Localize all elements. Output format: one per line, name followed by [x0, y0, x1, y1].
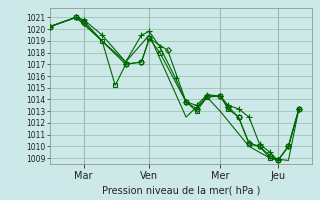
X-axis label: Pression niveau de la mer( hPa ): Pression niveau de la mer( hPa ) — [102, 185, 260, 195]
